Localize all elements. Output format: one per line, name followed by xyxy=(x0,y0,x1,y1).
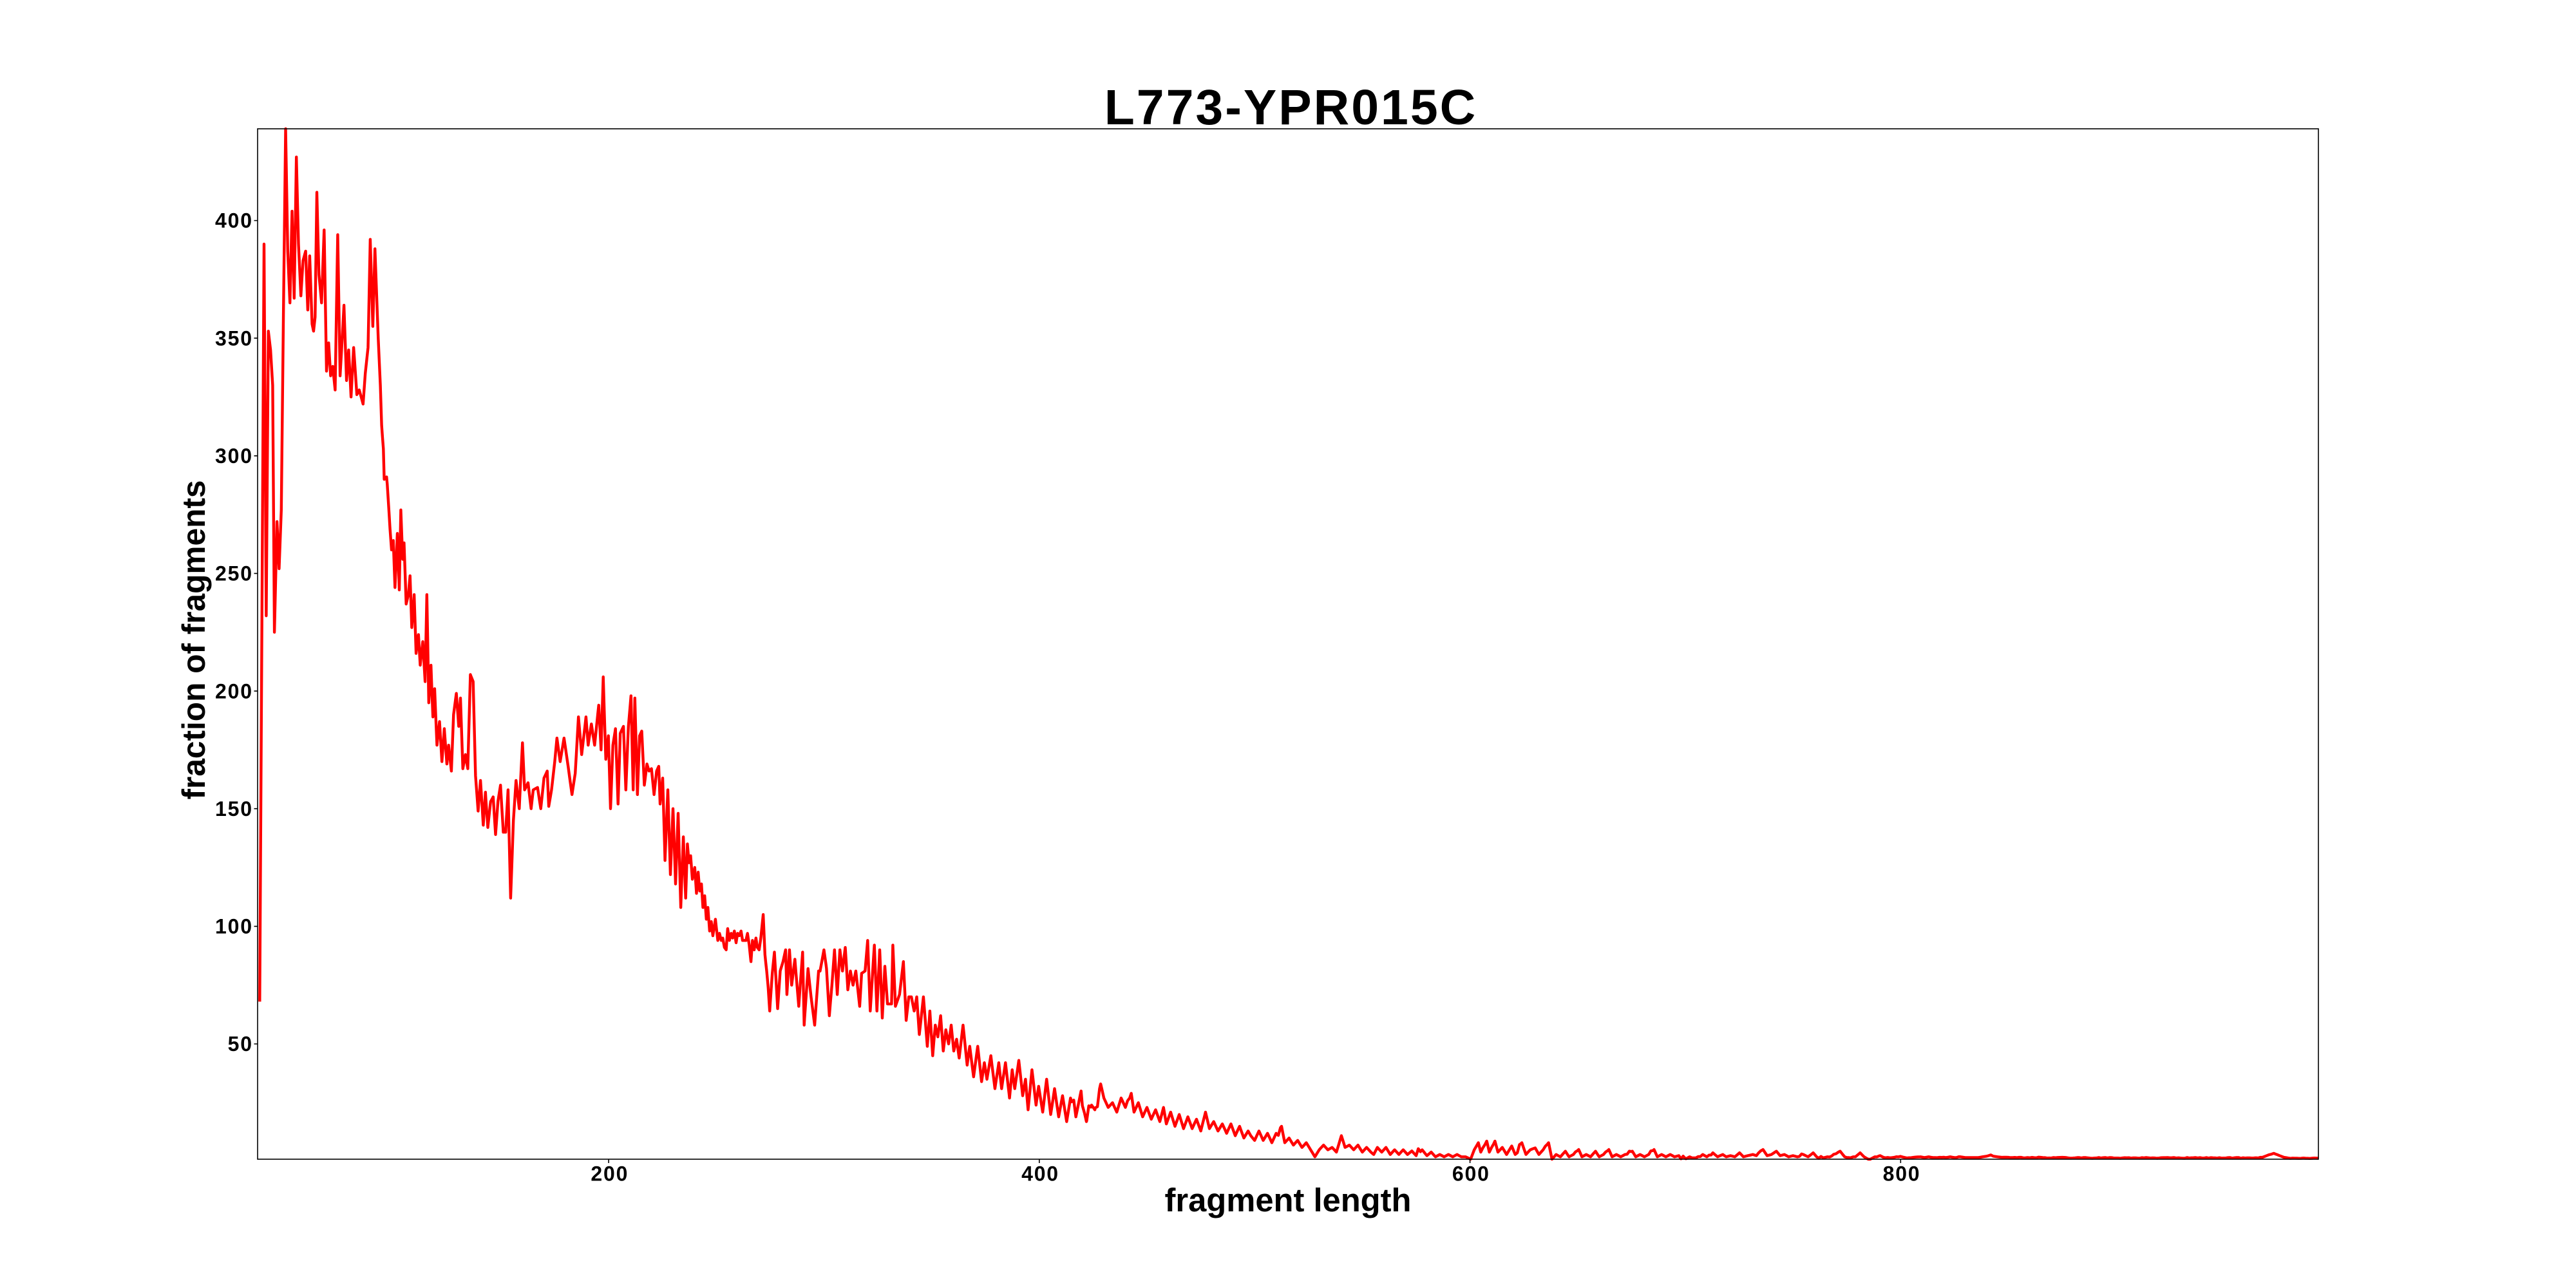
svg-text:200: 200 xyxy=(591,1162,629,1186)
svg-text:600: 600 xyxy=(1452,1162,1490,1186)
svg-text:200: 200 xyxy=(215,679,253,703)
svg-text:fraction of fragments: fraction of fragments xyxy=(176,480,212,800)
svg-text:400: 400 xyxy=(1021,1162,1059,1186)
svg-text:100: 100 xyxy=(215,915,253,938)
svg-text:250: 250 xyxy=(215,562,253,585)
svg-text:fragment length: fragment length xyxy=(1165,1182,1412,1218)
svg-text:300: 300 xyxy=(215,444,253,468)
svg-text:L773-YPR015C: L773-YPR015C xyxy=(1104,80,1478,135)
svg-text:50: 50 xyxy=(228,1032,253,1056)
svg-text:350: 350 xyxy=(215,327,253,350)
svg-text:400: 400 xyxy=(215,209,253,232)
svg-text:150: 150 xyxy=(215,797,253,820)
svg-text:800: 800 xyxy=(1883,1162,1921,1186)
